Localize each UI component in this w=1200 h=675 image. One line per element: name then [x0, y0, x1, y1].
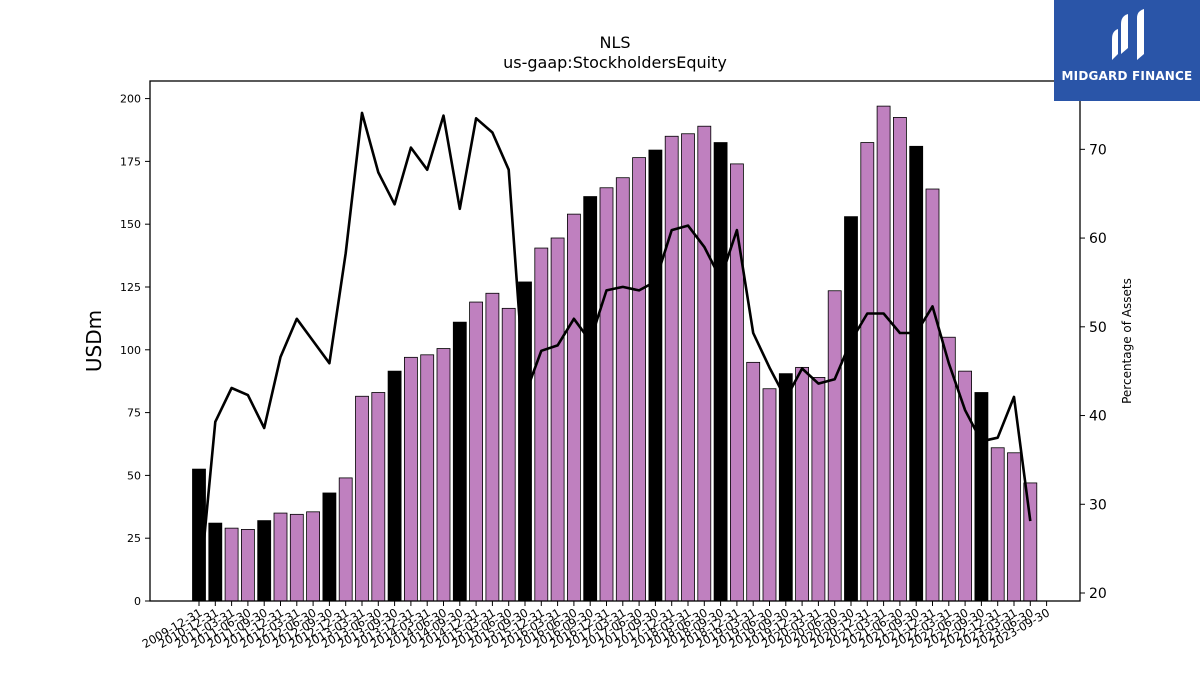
bar-2023-03-31	[1007, 452, 1021, 602]
left-tick-label: 50	[127, 469, 141, 482]
bar-2014-12-31	[469, 301, 484, 602]
left-tick-label: 150	[120, 218, 141, 231]
bar-2019-06-30	[762, 388, 777, 602]
bar-2021-09-30	[909, 145, 924, 602]
plot-frame	[149, 80, 1081, 602]
bar-2010-12-31	[208, 522, 223, 602]
bar-2018-09-30	[713, 142, 728, 602]
bar-2021-03-31	[876, 105, 891, 602]
bar-2017-03-31	[615, 177, 630, 602]
bar-2011-09-30	[257, 520, 272, 602]
bar-2019-03-31	[746, 361, 761, 602]
right-tick-label: 20	[1089, 586, 1107, 602]
midgard-logo-icon	[1112, 9, 1144, 60]
bar-2017-09-30	[648, 149, 663, 602]
bar-2020-12-31	[860, 142, 875, 602]
bar-2021-06-30	[893, 117, 907, 602]
left-tick-label: 25	[127, 532, 141, 545]
bar-2016-12-31	[599, 187, 614, 602]
midgard-finance-logo: MIDGARD FINANCE	[1054, 0, 1200, 101]
bar-2011-03-31	[224, 527, 239, 602]
bar-2018-03-31	[681, 133, 695, 602]
y2-axis-label: Percentage of Assets	[1120, 278, 1134, 404]
bar-2013-03-31	[355, 395, 369, 602]
bar-2013-06-30	[371, 392, 386, 602]
left-tick-label: 200	[120, 93, 141, 106]
logo-text: MIDGARD FINANCE	[1061, 69, 1193, 83]
bar-2016-03-31	[550, 237, 565, 602]
bar-2020-03-31	[811, 377, 826, 602]
bar-2015-03-31	[485, 292, 500, 602]
bar-2019-09-30	[778, 373, 793, 602]
bar-2022-12-31	[990, 447, 1005, 602]
bar-2012-06-30	[306, 511, 321, 602]
right-tick-label: 70	[1089, 142, 1107, 158]
bar-2012-09-30	[322, 492, 337, 602]
y-axis-label: USDm	[82, 310, 106, 372]
right-tick-label: 40	[1089, 409, 1107, 425]
bar-2015-06-30	[501, 307, 516, 602]
bar-2013-12-31	[403, 356, 418, 602]
bar-2017-06-30	[632, 157, 646, 602]
chart-title: NLS	[599, 33, 631, 52]
left-tick-label: 100	[120, 344, 141, 357]
bar-2012-12-31	[338, 477, 353, 602]
left-tick-label: 175	[120, 155, 141, 168]
chart-subtitle: us-gaap:StockholdersEquity	[503, 53, 727, 72]
bar-2018-06-30	[697, 125, 712, 602]
bar-2020-06-30	[827, 290, 842, 602]
bar-2022-09-30	[974, 392, 989, 602]
bar-2020-09-30	[844, 216, 858, 602]
bar-2011-12-31	[273, 512, 288, 602]
bar-2014-06-30	[436, 348, 451, 602]
bar-2017-12-31	[664, 135, 679, 602]
bar-2014-03-31	[420, 354, 435, 602]
bar-2011-06-30	[240, 529, 255, 602]
bar-2012-03-31	[289, 513, 304, 602]
bar-2022-06-30	[958, 370, 972, 602]
bar-2023-06-30	[1023, 482, 1038, 602]
left-tick-label: 0	[134, 595, 141, 608]
right-tick-label: 60	[1089, 231, 1107, 247]
percentage-of-assets-line	[197, 111, 1032, 594]
bar-2015-12-31	[534, 247, 549, 602]
right-tick-label: 50	[1089, 320, 1107, 336]
bar-2019-12-31	[795, 366, 809, 602]
bar-2021-12-31	[925, 188, 940, 602]
bar-2013-09-30	[387, 370, 402, 602]
left-tick-label: 125	[120, 281, 141, 294]
bar-2016-09-30	[583, 196, 598, 602]
left-tick-label: 75	[127, 407, 141, 420]
bar-2016-06-30	[567, 213, 581, 602]
right-tick-label: 30	[1089, 497, 1107, 513]
bar-2014-09-30	[452, 321, 467, 602]
